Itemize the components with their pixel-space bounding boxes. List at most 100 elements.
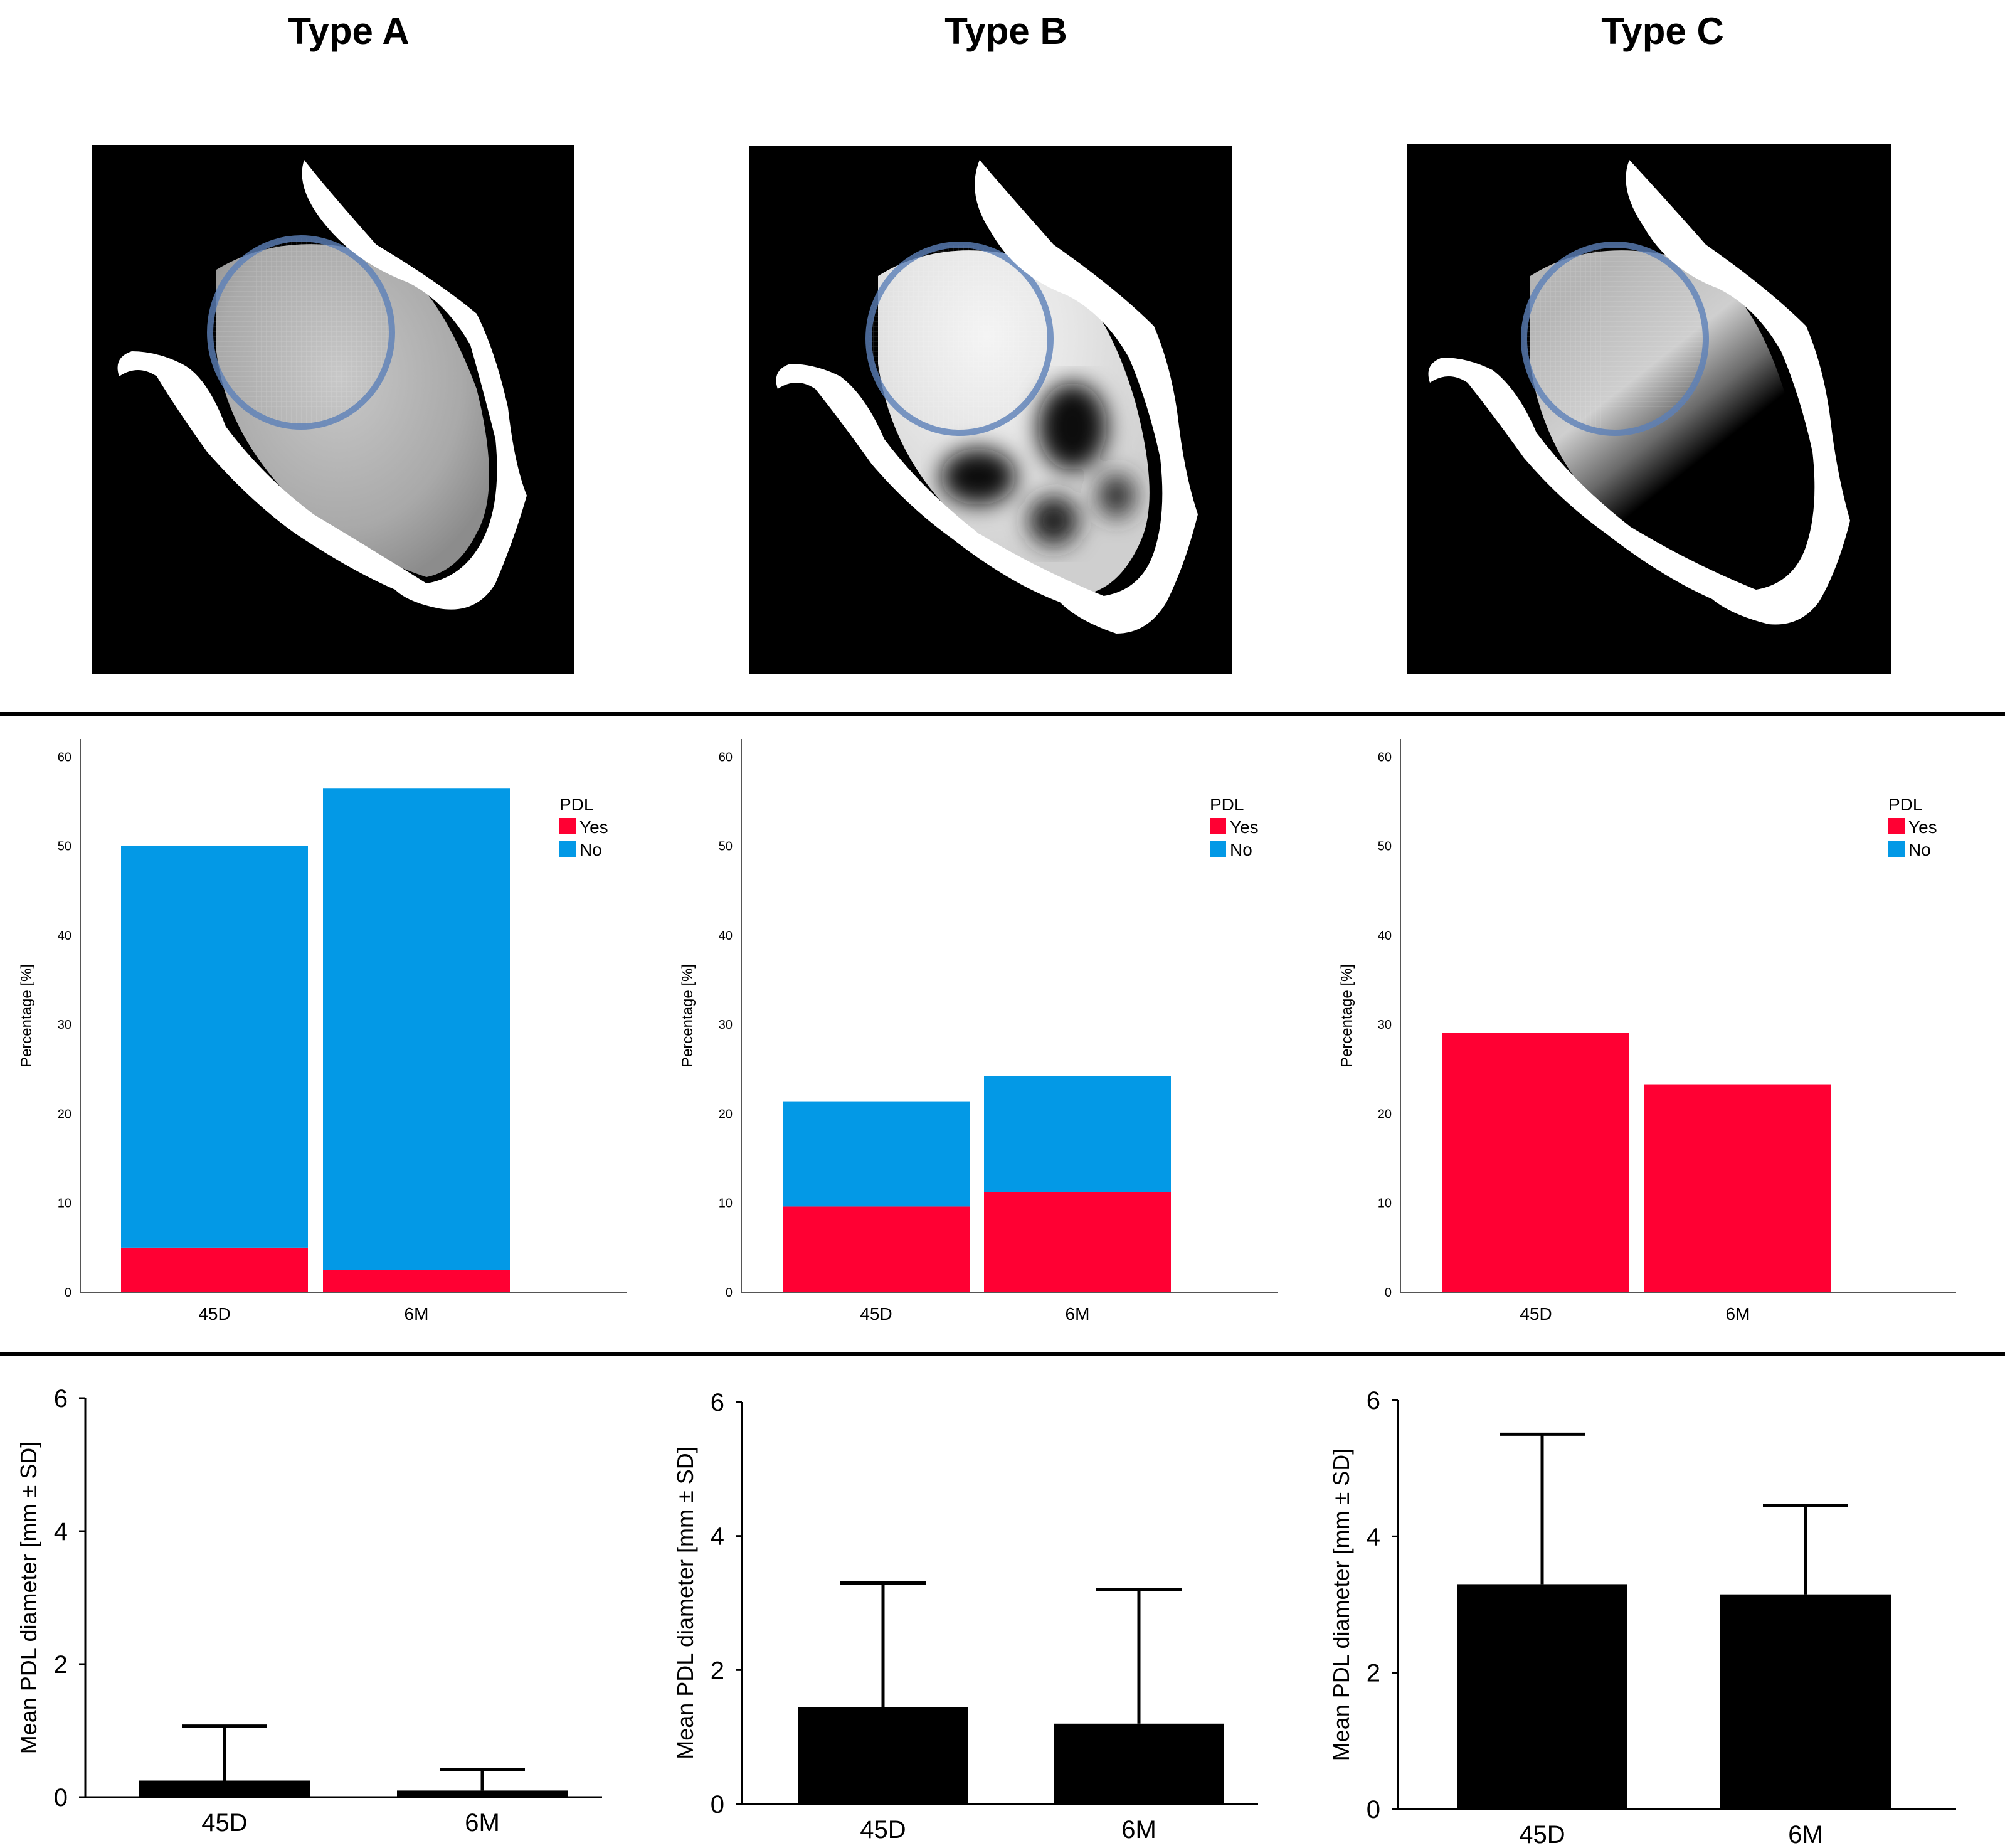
stack-a-y-label: Percentage [%] <box>18 964 35 1067</box>
stack-a-bar-no-6M <box>323 788 510 1270</box>
bone-contour-icon <box>117 160 527 610</box>
stack-a-legend-label-no: No <box>579 840 602 859</box>
stack-b-y-tick-label: 20 <box>719 1107 733 1121</box>
stack-c-legend-swatch-yes <box>1888 818 1905 834</box>
stack-b-y-tick-label: 10 <box>719 1197 733 1211</box>
radiolucency-4 <box>1098 474 1135 518</box>
mean-c-bar-45D <box>1457 1584 1627 1809</box>
implant-head-icon <box>207 235 395 430</box>
stack-c-legend-swatch-no <box>1888 841 1905 857</box>
radiolucency-2 <box>1038 383 1107 470</box>
stack-c-y-tick-label: 30 <box>1378 1018 1392 1032</box>
mean-c-bar-6M <box>1720 1594 1891 1809</box>
stack-b-legend-swatch-no <box>1210 841 1226 857</box>
stack-c-legend-label-yes: Yes <box>1908 817 1937 837</box>
mean-b-y-tick-label: 0 <box>711 1791 724 1819</box>
stack-b-bar-yes-45D <box>783 1206 970 1292</box>
stack-a-bar-yes-6M <box>323 1270 510 1292</box>
mean-b-y-tick-label: 4 <box>711 1523 724 1551</box>
mean-a-bar-45D <box>139 1780 310 1797</box>
stack-a-legend-swatch-yes <box>559 818 576 834</box>
stack-b-y-label: Percentage [%] <box>679 964 696 1067</box>
mean-b-x-tick-label: 45D <box>860 1816 906 1844</box>
stack-a-legend-label-yes: Yes <box>579 817 608 837</box>
mean-c-x-tick-label: 45D <box>1519 1821 1565 1848</box>
mean-c-y-tick-label: 4 <box>1367 1523 1380 1551</box>
mean-b-x-tick-label: 6M <box>1121 1816 1156 1844</box>
stack-c-y-tick-label: 10 <box>1378 1197 1392 1211</box>
radiograph-type-b <box>749 146 1232 674</box>
stack-a-legend-swatch-no <box>559 841 576 857</box>
mean-b-bar-45D <box>798 1707 968 1804</box>
stack-b-legend-title: PDL <box>1210 795 1244 814</box>
title-type-c: Type C <box>1601 10 1724 52</box>
stack-c-y-tick-label: 20 <box>1378 1107 1392 1121</box>
mean-a-y-tick-label: 0 <box>54 1784 68 1812</box>
stack-c-y-tick-label: 0 <box>1385 1286 1392 1300</box>
stack-c-y-tick-label: 50 <box>1378 840 1392 854</box>
stack-b-y-tick-label: 30 <box>719 1018 733 1032</box>
bone-contour-icon <box>1428 160 1850 625</box>
stack-b-legend-label-yes: Yes <box>1230 817 1259 837</box>
mean-a-y-label: Mean PDL diameter [mm ± SD] <box>16 1442 41 1755</box>
implant-head-icon <box>1521 242 1709 436</box>
stack-b-x-tick-label: 6M <box>1066 1304 1090 1324</box>
stack-c-y-tick-label: 60 <box>1378 750 1392 764</box>
stack-a-y-tick-label: 10 <box>58 1197 71 1211</box>
mean-b-y-tick-label: 2 <box>711 1657 724 1684</box>
radiolucency-3 <box>1029 496 1079 546</box>
stack-a-bar-no-45D <box>121 846 308 1248</box>
mean-c-y-tick-label: 0 <box>1367 1796 1380 1824</box>
mean-b-y-label: Mean PDL diameter [mm ± SD] <box>672 1447 698 1760</box>
stack-a-y-tick-label: 40 <box>58 929 71 943</box>
mean-a-x-tick-label: 6M <box>465 1809 500 1837</box>
stack-b-bar-no-45D <box>783 1101 970 1207</box>
mean-a-y-tick-label: 6 <box>54 1385 68 1413</box>
mean-b-y-tick-label: 6 <box>711 1389 724 1416</box>
stack-c-legend-title: PDL <box>1888 795 1922 814</box>
mean-a-x-tick-label: 45D <box>201 1809 247 1837</box>
stack-a-x-tick-label: 45D <box>198 1304 230 1324</box>
stack-c-x-tick-label: 6M <box>1726 1304 1750 1324</box>
stack-a-bar-yes-45D <box>121 1247 308 1292</box>
mean-c-y-label: Mean PDL diameter [mm ± SD] <box>1328 1448 1354 1761</box>
stack-c-bar-yes-45D <box>1442 1033 1629 1292</box>
stack-b-y-tick-label: 40 <box>719 929 733 943</box>
stack-b-x-tick-label: 45D <box>860 1304 892 1324</box>
stack-b-legend-label-no: No <box>1230 840 1252 859</box>
stack-a-y-tick-label: 0 <box>65 1286 71 1300</box>
stack-b-y-tick-label: 60 <box>719 750 733 764</box>
mean-c-y-tick-label: 6 <box>1367 1387 1380 1415</box>
stack-c-legend-label-no: No <box>1908 840 1931 859</box>
title-type-b: Type B <box>944 10 1067 52</box>
title-type-a: Type A <box>288 10 409 52</box>
stack-b-legend-swatch-yes <box>1210 818 1226 834</box>
stack-b-y-tick-label: 50 <box>719 840 733 854</box>
stack-a-y-tick-label: 30 <box>58 1018 71 1032</box>
stack-c-bar-yes-6M <box>1644 1084 1831 1292</box>
mean-b-bar-6M <box>1054 1723 1224 1804</box>
stack-c-y-label: Percentage [%] <box>1338 964 1355 1067</box>
radiolucency-1 <box>941 449 1016 505</box>
mean-c-y-tick-label: 2 <box>1367 1660 1380 1687</box>
stack-c-y-tick-label: 40 <box>1378 929 1392 943</box>
stack-a-x-tick-label: 6M <box>405 1304 429 1324</box>
stack-a-legend-title: PDL <box>559 795 593 814</box>
radiograph-type-a <box>92 145 574 674</box>
implant-head-icon <box>865 242 1054 436</box>
radiograph-type-c <box>1407 144 1891 674</box>
stack-a-y-tick-label: 60 <box>58 750 71 764</box>
stack-b-y-tick-label: 0 <box>726 1286 733 1300</box>
stack-a-y-tick-label: 20 <box>58 1107 71 1121</box>
mean-a-bar-6M <box>397 1790 568 1797</box>
mean-a-y-tick-label: 4 <box>54 1518 68 1546</box>
mean-c-x-tick-label: 6M <box>1788 1821 1823 1848</box>
mean-a-y-tick-label: 2 <box>54 1651 68 1679</box>
stack-c-x-tick-label: 45D <box>1520 1304 1552 1324</box>
stack-b-bar-no-6M <box>984 1076 1171 1192</box>
bone-contour-icon <box>776 160 1198 634</box>
stack-b-bar-yes-6M <box>984 1192 1171 1292</box>
stack-a-y-tick-label: 50 <box>58 840 71 854</box>
